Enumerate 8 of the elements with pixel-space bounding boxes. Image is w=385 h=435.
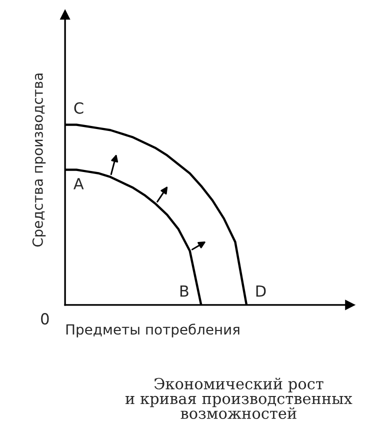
annotation: A (74, 178, 84, 190)
annotation: B (180, 285, 188, 297)
text: C (74, 102, 84, 114)
x-axis-title: Предметы потребления (66, 324, 240, 338)
text: D (256, 285, 266, 297)
y-axis-title: Средства производства (32, 74, 46, 247)
text: 0 (41, 313, 49, 325)
text: Экономический рост и кривая производственных возможностей (126, 378, 352, 419)
